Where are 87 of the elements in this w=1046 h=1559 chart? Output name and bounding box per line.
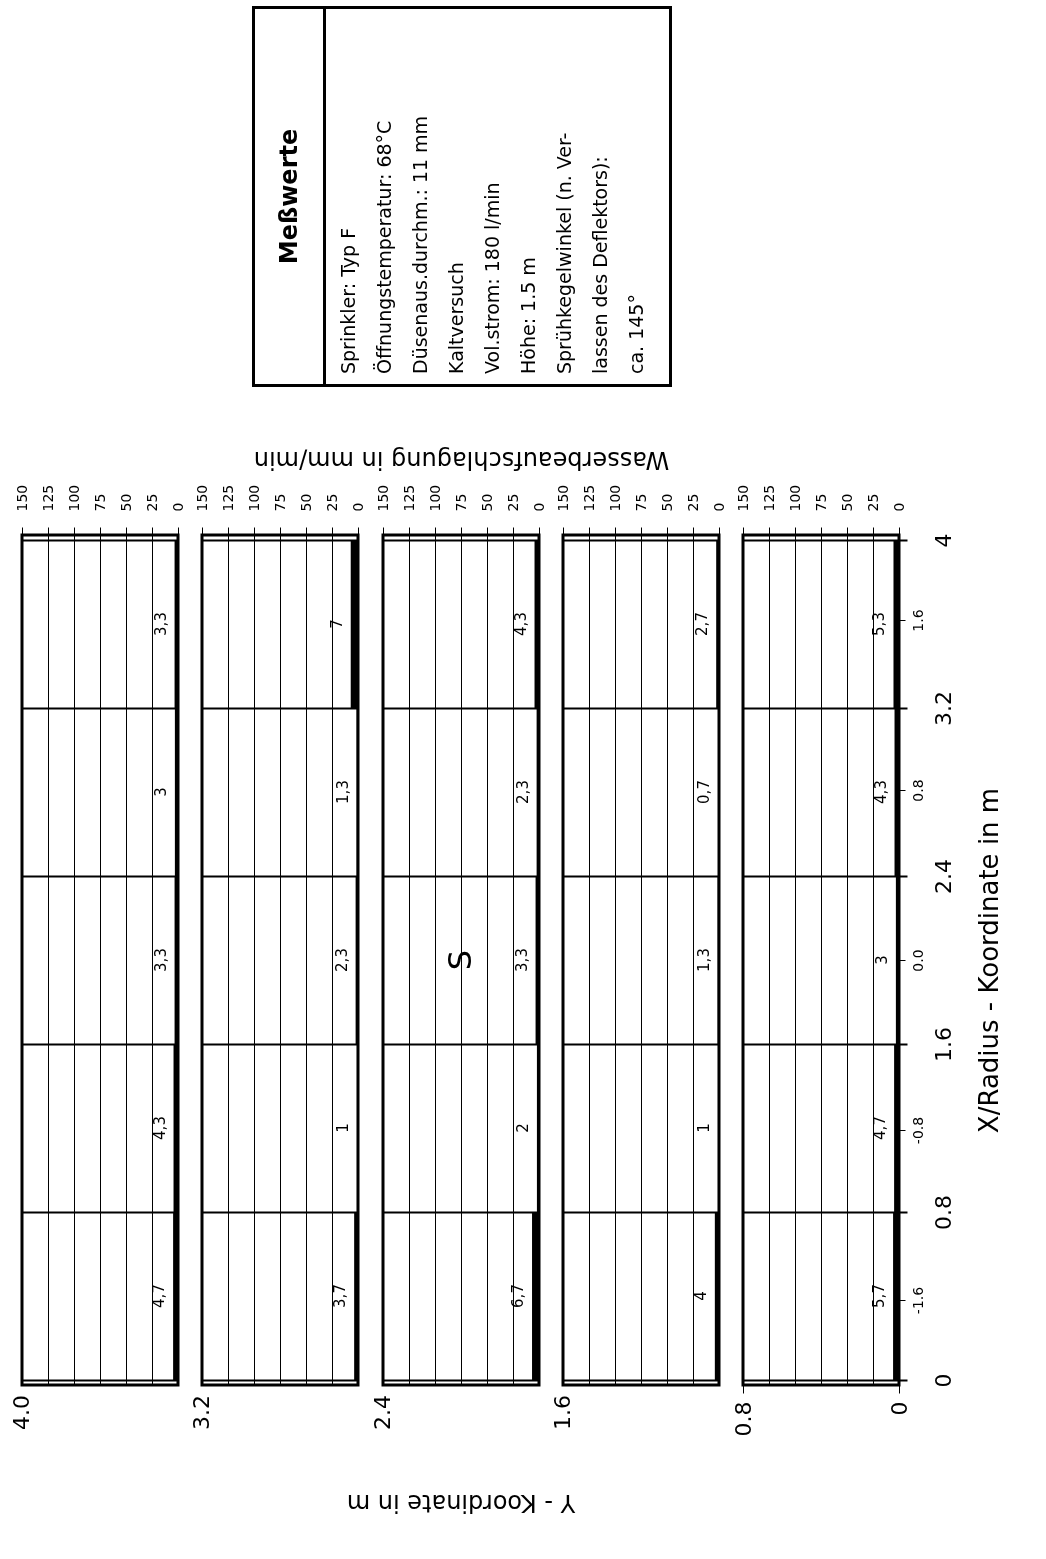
x-tick-label: 0 bbox=[710, 502, 727, 512]
text: Y - Koordinate in m bbox=[346, 1489, 577, 1517]
text: Kaltversuch bbox=[444, 261, 468, 376]
x-tick-label: 50 bbox=[658, 493, 675, 512]
data-label: 2,3 bbox=[332, 948, 351, 972]
text: Vol.strom: 180 l/min bbox=[480, 181, 504, 376]
text: lassen des Deflektors): bbox=[588, 155, 612, 376]
x-tick-label: 75 bbox=[271, 493, 288, 512]
data-label: 2,7 bbox=[693, 612, 712, 636]
x-tick-label: 125 bbox=[39, 484, 56, 512]
y2-tick-label: 0.8 bbox=[909, 779, 926, 802]
x-tick-label: 150 bbox=[193, 484, 210, 512]
x-tick-label: 125 bbox=[580, 484, 597, 512]
y-tick-label: 1.6 bbox=[930, 1027, 956, 1062]
data-label: 4,3 bbox=[150, 1116, 169, 1140]
data-label: 4,3 bbox=[511, 612, 530, 636]
x-tick-label: 150 bbox=[13, 484, 30, 512]
x-tick-label: 75 bbox=[452, 493, 469, 512]
x-tick-label: 50 bbox=[297, 493, 314, 512]
x-tick-label: 25 bbox=[143, 493, 160, 512]
y2-tick-label: -0.8 bbox=[909, 1116, 926, 1145]
data-label: 3 bbox=[872, 955, 891, 965]
x-tick-label: 50 bbox=[478, 493, 495, 512]
data-label: 5,7 bbox=[870, 1284, 889, 1308]
x-tick-label: 125 bbox=[219, 484, 236, 512]
x-tick-label: 100 bbox=[245, 484, 262, 512]
data-label: 3,3 bbox=[151, 948, 170, 972]
text: Höhe: 1.5 m bbox=[516, 256, 540, 376]
x-tick-label: 25 bbox=[323, 493, 340, 512]
x-tick-label: 25 bbox=[684, 493, 701, 512]
x-tick-label: 125 bbox=[400, 484, 417, 512]
text: Sprühkegelwinkel (n. Ver- bbox=[552, 131, 576, 376]
annotation: S bbox=[441, 949, 479, 971]
x-tick-label: 50 bbox=[838, 493, 855, 512]
x2-tick-label: 0.8 bbox=[730, 1401, 756, 1437]
x-tick-label: 0 bbox=[349, 502, 366, 512]
x-axis-title: Wasserbeaufschlagung in mm/min bbox=[253, 445, 670, 474]
y2-tick-label: 1.6 bbox=[909, 609, 926, 632]
data-label: 4,3 bbox=[871, 780, 890, 804]
x-tick-label: 0 bbox=[530, 502, 547, 512]
data-label: 1,3 bbox=[694, 948, 713, 972]
data-label: 2 bbox=[513, 1123, 532, 1133]
y-tick-label: 3.2 bbox=[930, 691, 956, 726]
x-tick-label: 75 bbox=[812, 493, 829, 512]
data-label: 0,7 bbox=[695, 780, 714, 804]
x-tick-label: 75 bbox=[632, 493, 649, 512]
x-tick-label: 100 bbox=[426, 484, 443, 512]
data-label: 3,7 bbox=[331, 1284, 350, 1308]
data-label: 3,3 bbox=[512, 948, 531, 972]
text: 3.2 bbox=[189, 1395, 214, 1430]
data-label: 4 bbox=[691, 1291, 710, 1301]
x-tick-label: 100 bbox=[606, 484, 623, 512]
x-tick-label: 25 bbox=[504, 493, 521, 512]
y2-tick-label: 0.0 bbox=[909, 949, 926, 972]
x-tick-label: 50 bbox=[117, 493, 134, 512]
data-label: 1,3 bbox=[333, 780, 352, 804]
text: Meßwerte bbox=[255, 9, 326, 384]
text: 2.4 bbox=[370, 1395, 395, 1430]
data-label: 3,3 bbox=[151, 612, 170, 636]
text: 4.0 bbox=[9, 1395, 34, 1430]
data-label: 2,3 bbox=[513, 780, 532, 804]
y-tick-label: 0.8 bbox=[930, 1195, 956, 1230]
y2-tick-label: -1.6 bbox=[909, 1286, 926, 1315]
text: Düsenaus.durchm.: 11 mm bbox=[408, 114, 432, 376]
x-tick-label: 75 bbox=[91, 493, 108, 512]
x-tick-label: 0 bbox=[169, 502, 186, 512]
text: Sprinkler: Typ F bbox=[336, 226, 360, 376]
data-label: 1 bbox=[333, 1123, 352, 1133]
x-tick-label: 100 bbox=[786, 484, 803, 512]
data-label: 1 bbox=[694, 1123, 713, 1133]
y-tick-label: 0 bbox=[930, 1373, 956, 1388]
text: Öffnungstemperatur: 68°C bbox=[372, 119, 396, 376]
data-label: 3 bbox=[151, 787, 170, 797]
data-label: 6,7 bbox=[509, 1284, 528, 1308]
y-tick-label: 4 bbox=[930, 533, 956, 548]
text: ca. 145° bbox=[624, 293, 648, 376]
x2-tick-label: 0 bbox=[886, 1401, 912, 1416]
text: 1.6 bbox=[550, 1395, 575, 1430]
x-tick-label: 150 bbox=[734, 484, 751, 512]
x-tick-label: 0 bbox=[890, 502, 907, 512]
y-axis-title: X/Radius - Koordinate in m bbox=[973, 787, 1004, 1134]
x-tick-label: 100 bbox=[65, 484, 82, 512]
x-tick-label: 25 bbox=[864, 493, 881, 512]
x-tick-label: 150 bbox=[374, 484, 391, 512]
x-tick-label: 125 bbox=[760, 484, 777, 512]
y-tick-label: 2.4 bbox=[930, 859, 956, 894]
x-tick-label: 150 bbox=[554, 484, 571, 512]
